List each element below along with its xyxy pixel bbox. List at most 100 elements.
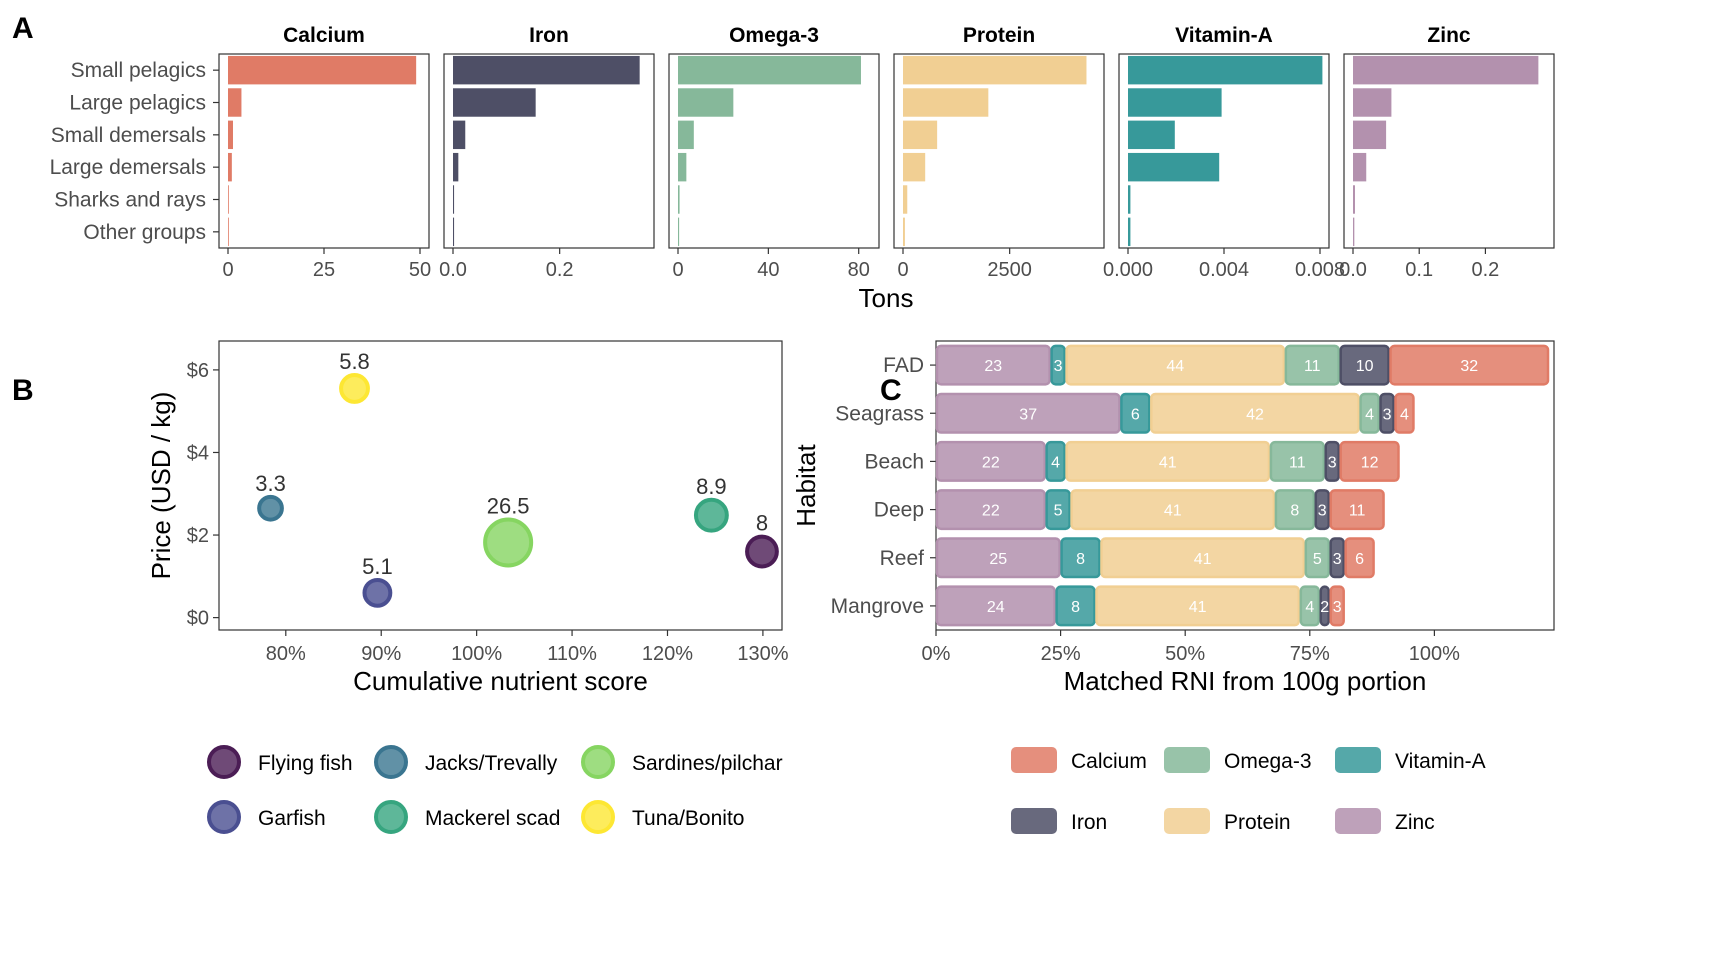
legend-b-label-garfish: Garfish	[258, 807, 326, 830]
bar-vitamin-a-large-pelagics	[1128, 88, 1222, 117]
panel-label-a: A	[12, 12, 34, 45]
bubble-label-garfish: 5.1	[362, 554, 393, 579]
legend-b: Flying fish Jacks/Trevally Sardines/pilcha…	[207, 745, 783, 834]
segment-label-fad-protein: 44	[1166, 358, 1184, 375]
segment-fad-vitamin-a	[1050, 344, 1066, 386]
segment-beach-zinc	[935, 440, 1046, 482]
x-tick-label-calcium-1: 25	[313, 259, 335, 281]
bar-calcium-small-demersals	[228, 120, 233, 150]
legend-b-label-sardines-pilchar: Sardines/pilchar	[632, 752, 783, 775]
segment-mangrove-zinc	[935, 585, 1056, 627]
segment-reef-vitamin-a	[1060, 537, 1101, 579]
segment-label-reef-zinc: 25	[989, 551, 1007, 568]
legend-c-key-protein	[1164, 808, 1210, 834]
segment-label-reef-omega-3: 5	[1313, 551, 1322, 568]
bubble-label-jacks-trevally: 3.3	[255, 471, 286, 496]
bar-omega-3-large-demersals	[678, 152, 687, 182]
segment-label-mangrove-protein: 41	[1189, 599, 1207, 616]
bar-zinc-large-demersals	[1353, 152, 1367, 182]
x-tick-label-omega-3-1: 40	[757, 259, 779, 281]
segment-deep-calcium	[1329, 489, 1385, 531]
facet-title-omega-3: Omega-3	[729, 24, 819, 47]
segment-fad-calcium	[1389, 344, 1550, 386]
legend-c-key-omega-3	[1164, 747, 1210, 773]
panel-a-faceted-bar-chart: Small pelagics Large pelagics Small demers…	[50, 24, 1555, 313]
y-tick-label-b-0: $0	[187, 608, 209, 630]
segment-reef-omega-3	[1304, 537, 1330, 579]
segment-label-seagrass-omega-3: 4	[1365, 406, 1374, 423]
segment-label-fad-omega-3: 11	[1304, 358, 1321, 375]
segment-deep-protein	[1070, 489, 1276, 531]
segment-mangrove-vitamin-a	[1055, 585, 1096, 627]
bubble-jacks-trevally	[257, 494, 284, 522]
segment-mangrove-iron	[1319, 585, 1330, 627]
segment-fad-protein	[1065, 344, 1286, 386]
segment-label-fad-vitamin-a: 3	[1054, 358, 1063, 375]
segment-mangrove-calcium	[1329, 585, 1345, 627]
plot-frame-b	[218, 340, 783, 631]
legend-c: Calcium Omega-3 Vitamin-A Iron Protein Zinc	[1011, 747, 1486, 834]
category-label-small-demersals: Small demersals	[51, 124, 206, 147]
legend-b-key-garfish	[207, 800, 241, 834]
legend-c-label-omega-3: Omega-3	[1224, 750, 1312, 773]
x-axis-title-a: Tons	[859, 283, 914, 313]
x-tick-label-vitamin-a-2: 0.008	[1295, 259, 1345, 281]
x-tick-label-iron-0: 0.0	[439, 259, 467, 281]
segment-beach-protein	[1065, 440, 1271, 482]
segment-beach-calcium	[1339, 440, 1400, 482]
segment-fad-omega-3	[1284, 344, 1340, 386]
segment-label-fad-iron: 10	[1356, 358, 1374, 375]
bar-vitamin-a-large-demersals	[1128, 152, 1220, 182]
segment-beach-iron	[1324, 440, 1340, 482]
segment-reef-zinc	[935, 537, 1061, 579]
segment-deep-vitamin-a	[1045, 489, 1071, 531]
legend-c-label-protein: Protein	[1224, 811, 1291, 834]
bar-calcium-small-pelagics	[228, 55, 417, 85]
x-tick-label-c-2: 50%	[1165, 643, 1205, 665]
segment-label-reef-iron: 3	[1333, 551, 1342, 568]
bar-calcium-large-demersals	[228, 152, 232, 182]
segment-label-beach-protein: 41	[1159, 454, 1177, 471]
bar-iron-small-demersals	[453, 120, 466, 150]
x-tick-label-calcium-2: 50	[409, 259, 431, 281]
bar-omega-3-other-groups	[678, 217, 680, 247]
x-tick-label-b-0: 80%	[266, 643, 306, 665]
segment-beach-omega-3	[1269, 440, 1325, 482]
segment-label-reef-protein: 41	[1194, 551, 1212, 568]
segment-mangrove-protein	[1095, 585, 1301, 627]
panel-b-bubble-chart: 80% 90% 100% 110% 120% 130% $0 $2 $4 $6 5.8 3.3 5.1 2…	[146, 340, 789, 696]
bar-iron-large-pelagics	[453, 88, 536, 117]
facet-title-vitamin-a: Vitamin-A	[1175, 24, 1273, 47]
y-tick-label-b-3: $6	[187, 360, 209, 382]
bubble-garfish	[362, 577, 393, 608]
segment-reef-iron	[1329, 537, 1345, 579]
legend-b-label-mackerel-scad: Mackerel scad	[425, 807, 560, 830]
segment-seagrass-iron	[1379, 392, 1395, 434]
x-tick-label-iron-1: 0.2	[546, 259, 574, 281]
facet-title-iron: Iron	[529, 24, 569, 47]
segment-label-reef-calcium: 6	[1355, 551, 1364, 568]
x-tick-label-b-3: 110%	[547, 643, 597, 665]
segment-label-fad-calcium: 32	[1460, 358, 1478, 375]
habitat-label-fad: FAD	[883, 354, 924, 377]
bar-vitamin-a-small-pelagics	[1128, 55, 1323, 85]
segment-beach-vitamin-a	[1045, 440, 1066, 482]
bar-vitamin-a-sharks-and-rays	[1128, 185, 1131, 214]
bar-omega-3-sharks-and-rays	[678, 185, 680, 214]
x-tick-label-c-4: 100%	[1409, 643, 1460, 665]
x-tick-label-c-3: 75%	[1290, 643, 1330, 665]
bar-protein-large-demersals	[903, 152, 926, 182]
segment-label-mangrove-iron: 2	[1320, 599, 1329, 616]
legend-c-key-vitamin-a	[1335, 747, 1381, 773]
legend-c-label-calcium: Calcium	[1071, 750, 1147, 773]
segment-label-seagrass-zinc: 37	[1019, 406, 1037, 423]
legend-b-key-flying-fish	[207, 745, 241, 779]
panel-label-b: B	[12, 374, 34, 407]
category-label-large-demersals: Large demersals	[50, 156, 206, 179]
x-axis-title-c: Matched RNI from 100g portion	[1064, 666, 1427, 696]
bar-protein-sharks-and-rays	[903, 185, 908, 214]
segment-label-seagrass-protein: 42	[1246, 406, 1264, 423]
bar-omega-3-large-pelagics	[678, 88, 734, 117]
